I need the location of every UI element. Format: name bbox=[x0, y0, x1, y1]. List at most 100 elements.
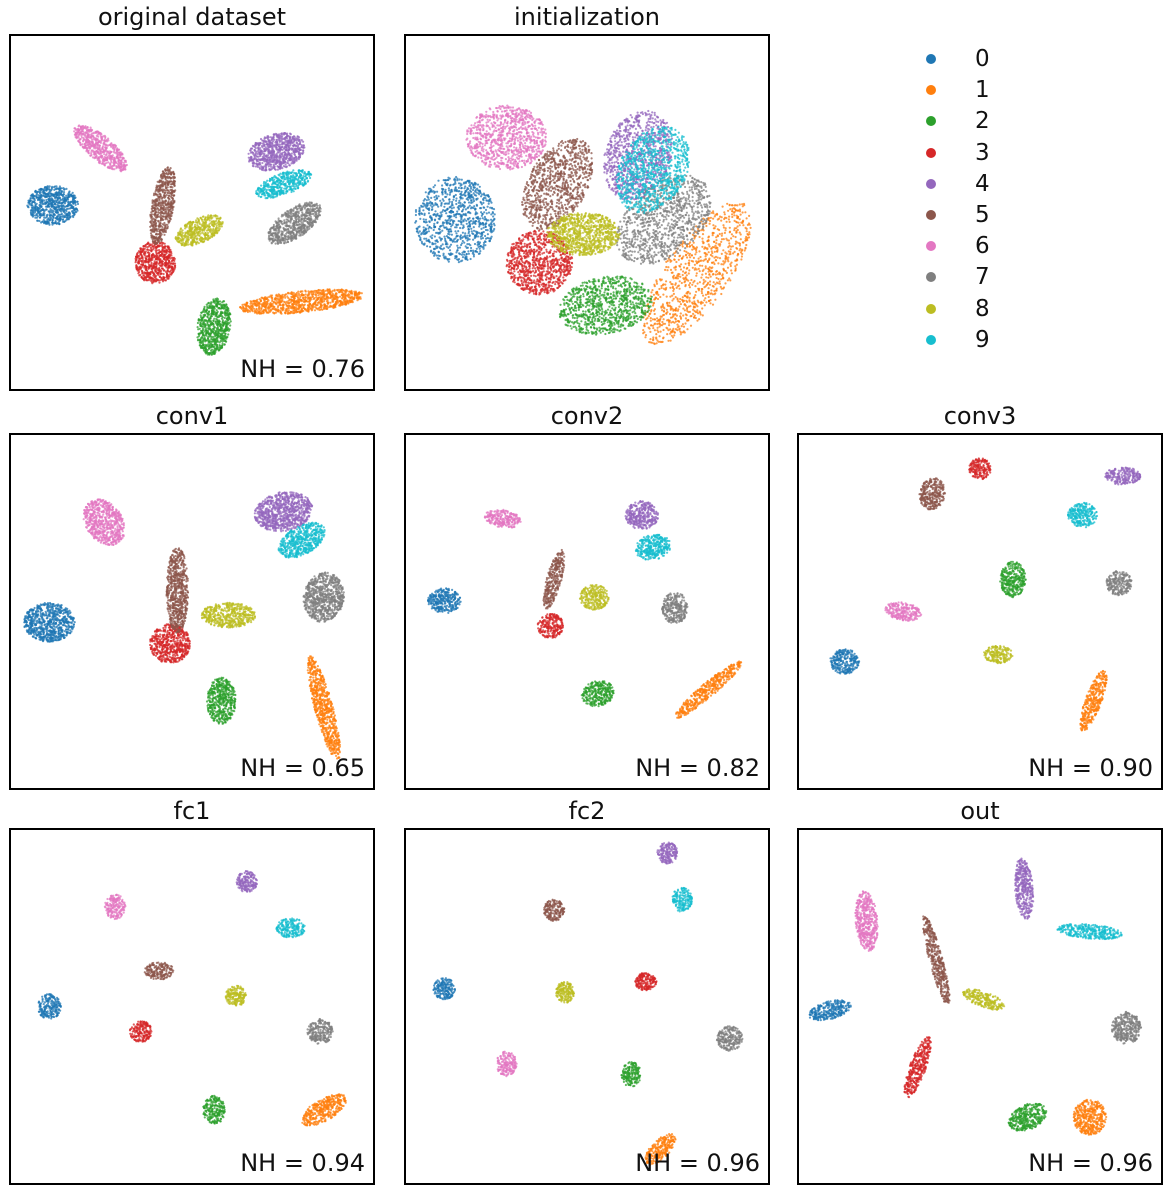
point bbox=[290, 311, 293, 314]
point bbox=[276, 168, 279, 171]
point bbox=[76, 200, 79, 203]
point bbox=[229, 324, 232, 327]
point bbox=[99, 155, 102, 158]
point bbox=[155, 232, 158, 235]
point bbox=[267, 138, 270, 141]
point bbox=[151, 279, 154, 282]
point bbox=[291, 307, 294, 310]
point bbox=[74, 128, 77, 131]
point bbox=[90, 135, 93, 138]
point bbox=[275, 160, 278, 163]
point bbox=[278, 158, 281, 161]
point bbox=[214, 343, 217, 346]
point bbox=[269, 136, 272, 139]
point bbox=[297, 144, 300, 148]
point bbox=[97, 135, 100, 138]
point bbox=[298, 156, 301, 159]
point bbox=[107, 161, 110, 164]
point bbox=[34, 216, 37, 219]
point bbox=[155, 188, 158, 191]
point bbox=[297, 150, 300, 153]
point bbox=[208, 313, 211, 316]
point bbox=[156, 180, 159, 183]
point bbox=[81, 127, 84, 130]
point bbox=[297, 307, 300, 311]
point bbox=[47, 210, 50, 213]
point bbox=[213, 329, 216, 332]
point bbox=[267, 150, 270, 153]
point bbox=[62, 210, 65, 213]
scatter-panel: original dataset NH = 0.76 bbox=[9, 0, 375, 391]
point bbox=[275, 155, 278, 158]
point bbox=[204, 350, 207, 353]
point bbox=[315, 289, 319, 293]
point bbox=[207, 331, 210, 334]
point bbox=[68, 216, 72, 219]
point bbox=[76, 202, 80, 206]
point bbox=[202, 339, 205, 342]
point bbox=[242, 306, 245, 309]
point bbox=[109, 163, 112, 166]
point bbox=[344, 293, 347, 296]
point bbox=[200, 325, 203, 328]
point bbox=[88, 140, 92, 143]
point bbox=[149, 229, 152, 232]
point bbox=[283, 151, 286, 154]
point bbox=[101, 145, 105, 148]
point bbox=[134, 261, 137, 264]
point bbox=[207, 352, 210, 355]
point bbox=[154, 200, 157, 203]
point bbox=[208, 306, 211, 309]
point bbox=[222, 300, 225, 303]
point bbox=[354, 291, 357, 294]
point bbox=[221, 340, 224, 343]
point bbox=[116, 154, 119, 157]
point bbox=[210, 351, 213, 354]
point bbox=[307, 304, 310, 307]
point bbox=[333, 289, 336, 292]
point bbox=[252, 145, 255, 148]
point bbox=[61, 194, 64, 197]
point bbox=[263, 155, 266, 158]
point bbox=[154, 228, 157, 231]
point bbox=[173, 190, 176, 193]
point bbox=[224, 305, 227, 308]
point bbox=[160, 204, 163, 208]
point bbox=[91, 140, 94, 143]
point bbox=[271, 143, 274, 146]
point bbox=[210, 306, 214, 309]
point bbox=[52, 209, 55, 213]
point bbox=[245, 301, 248, 304]
point bbox=[300, 145, 303, 148]
point bbox=[196, 321, 199, 325]
point bbox=[284, 296, 287, 299]
point bbox=[153, 275, 156, 279]
point bbox=[95, 140, 98, 143]
point bbox=[165, 194, 168, 197]
point bbox=[213, 307, 216, 310]
point bbox=[223, 310, 227, 313]
point bbox=[158, 258, 162, 261]
point bbox=[214, 313, 217, 316]
point bbox=[86, 138, 89, 141]
point bbox=[119, 159, 122, 162]
point bbox=[323, 307, 326, 310]
point bbox=[151, 245, 154, 248]
point bbox=[264, 309, 267, 312]
point bbox=[100, 139, 103, 142]
point bbox=[205, 327, 208, 330]
point bbox=[265, 148, 268, 151]
point bbox=[34, 210, 37, 213]
point bbox=[208, 353, 211, 356]
point bbox=[215, 304, 218, 308]
point bbox=[147, 251, 150, 254]
point bbox=[109, 159, 113, 162]
point bbox=[95, 150, 98, 153]
point bbox=[60, 187, 63, 190]
point bbox=[325, 307, 328, 310]
point bbox=[135, 257, 138, 260]
point bbox=[285, 232, 288, 235]
point bbox=[282, 305, 285, 309]
point bbox=[290, 154, 293, 157]
point bbox=[106, 158, 109, 162]
